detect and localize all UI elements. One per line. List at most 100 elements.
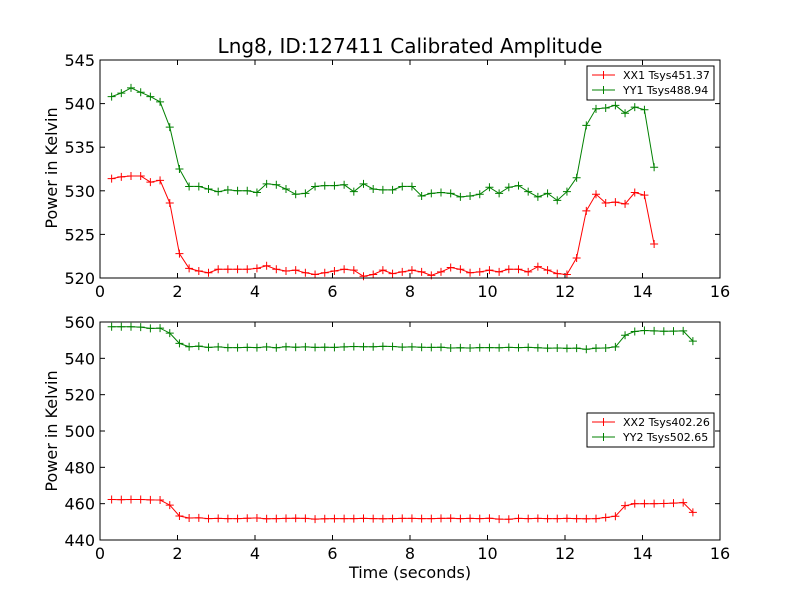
data-point (495, 189, 504, 198)
data-point (553, 343, 562, 352)
data-point (107, 174, 116, 183)
data-point (446, 263, 455, 272)
data-point (156, 324, 165, 333)
data-point (427, 343, 436, 352)
data-point (592, 104, 600, 113)
data-point (340, 180, 349, 189)
y-tick-label: 545 (64, 51, 95, 70)
x-tick-label: 10 (477, 544, 497, 563)
x-tick-label: 8 (405, 282, 415, 301)
data-point (194, 342, 203, 351)
y-tick-label: 500 (64, 422, 95, 441)
data-point (407, 514, 416, 523)
data-point (194, 182, 203, 191)
data-point (311, 182, 320, 191)
data-point (398, 343, 407, 352)
data-point (320, 268, 329, 277)
data-point (175, 249, 184, 258)
legend-marker (599, 418, 608, 426)
data-point (223, 185, 232, 194)
data-point (621, 109, 630, 118)
data-point (175, 339, 184, 348)
data-point (504, 515, 513, 524)
data-point (214, 265, 223, 274)
data-point (466, 192, 475, 201)
data-point (456, 192, 465, 201)
legend-label: XX1 Tsys451.37 (623, 69, 710, 82)
series-line (111, 87, 655, 202)
data-point (252, 188, 261, 197)
data-point (369, 270, 378, 279)
data-point (514, 181, 523, 190)
data-point (262, 342, 271, 351)
data-point (592, 190, 600, 199)
data-point (679, 498, 688, 507)
data-point (359, 272, 368, 281)
data-point (262, 179, 271, 188)
data-point (398, 267, 407, 276)
plot-frame (99, 321, 721, 541)
data-point (359, 179, 368, 188)
data-point (659, 327, 668, 336)
data-point (533, 262, 542, 271)
data-point (378, 185, 387, 194)
data-point (291, 266, 300, 275)
data-point (233, 343, 242, 352)
data-point (369, 514, 378, 523)
data-point (485, 266, 494, 275)
data-point (437, 343, 445, 352)
x-tick-label: 6 (327, 544, 337, 563)
data-point (127, 171, 135, 180)
y-tick-label: 560 (64, 313, 95, 332)
data-point (243, 265, 252, 274)
data-point (243, 514, 252, 523)
data-point (640, 499, 649, 508)
data-point (146, 178, 155, 187)
data-point (417, 267, 426, 276)
data-point (524, 187, 533, 196)
y-tick-label: 520 (64, 386, 95, 405)
data-point (524, 267, 533, 276)
data-point (214, 342, 223, 351)
data-point (165, 329, 174, 338)
x-tick-label: 2 (172, 544, 182, 563)
data-point (291, 514, 300, 523)
data-point (601, 199, 610, 208)
data-point (601, 103, 610, 112)
data-point (272, 265, 281, 274)
data-point (388, 185, 397, 194)
data-point (485, 343, 494, 352)
legend: XX2 Tsys402.26 YY2 Tsys502.65 (586, 412, 715, 448)
data-point (252, 343, 261, 352)
data-point (572, 173, 581, 182)
data-point (437, 188, 445, 197)
data-point (272, 180, 281, 189)
data-point (204, 514, 213, 523)
data-point (388, 514, 397, 523)
data-point (252, 264, 261, 273)
plot-frame (99, 59, 721, 279)
data-point (495, 343, 504, 352)
data-point (650, 239, 659, 248)
series-1 (107, 171, 659, 281)
x-tick-label: 0 (95, 544, 105, 563)
y-tick-label: 525 (64, 225, 95, 244)
bottom-chart: Time (seconds) Power in Kelvin 0 2 4 6 8 10 12… (42, 313, 730, 582)
legend-marker (599, 433, 608, 441)
data-point (504, 265, 513, 274)
data-point (582, 206, 591, 215)
y-tick-label: 540 (64, 349, 95, 368)
data-point (136, 323, 145, 332)
x-tick-label: 0 (95, 282, 105, 301)
data-point (262, 261, 271, 270)
x-tick-label: 10 (477, 282, 497, 301)
data-point (659, 499, 668, 508)
data-point (107, 495, 116, 504)
data-point (117, 322, 126, 331)
data-point (272, 343, 281, 352)
data-point (456, 343, 465, 352)
y-tick-label: 535 (64, 138, 95, 157)
data-point (243, 343, 252, 352)
data-point (359, 342, 368, 351)
